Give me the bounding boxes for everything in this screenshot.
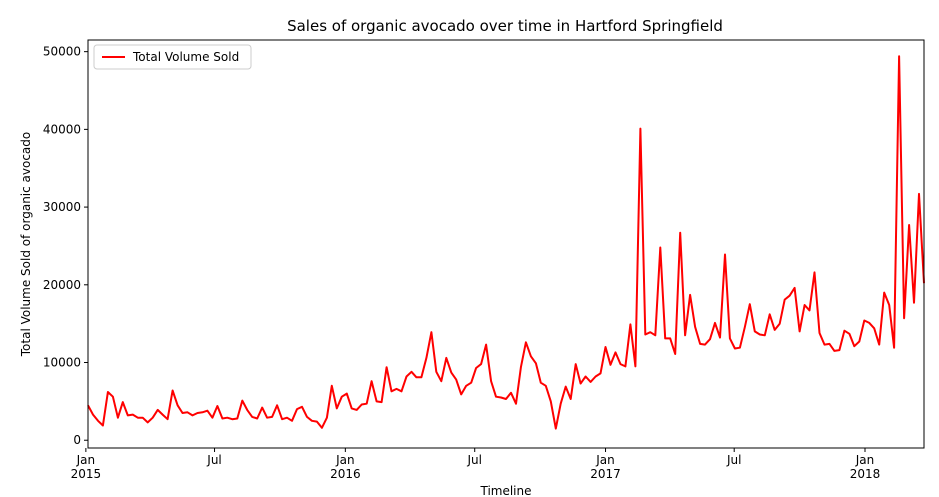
- series-line-total-volume-sold: [87, 55, 925, 430]
- y-tick-label: 40000: [43, 122, 81, 136]
- x-tick-label: Jul: [726, 453, 741, 467]
- y-tick-label: 50000: [43, 45, 81, 59]
- y-tick-label: 10000: [43, 356, 81, 370]
- x-tick-label: Jan: [335, 453, 355, 467]
- x-tick-label: Jan: [595, 453, 615, 467]
- x-tick-label: 2016: [330, 467, 361, 481]
- legend-label-total-volume-sold: Total Volume Sold: [132, 50, 239, 64]
- x-tick-label: Jul: [206, 453, 221, 467]
- y-tick-label: 20000: [43, 278, 81, 292]
- y-tick-label: 30000: [43, 200, 81, 214]
- x-tick-label: 2017: [590, 467, 621, 481]
- y-axis-ticks: 0 10000 20000 30000 40000 50000: [43, 45, 88, 447]
- legend-box: [93, 44, 252, 70]
- x-tick-label: Jan: [855, 453, 875, 467]
- x-axis-label: Timeline: [479, 484, 531, 497]
- y-tick-label: 0: [73, 433, 81, 447]
- x-tick-label: Jan: [76, 453, 96, 467]
- x-tick-label: Jul: [466, 453, 481, 467]
- x-tick-label: 2015: [71, 467, 102, 481]
- plot-area-frame: [87, 39, 925, 449]
- chart-title: Sales of organic avocado over time in Ha…: [287, 17, 723, 35]
- x-tick-label: 2018: [850, 467, 881, 481]
- y-axis-label: Total Volume Sold of organic avocado: [19, 132, 33, 357]
- legend: Total Volume Sold: [93, 44, 252, 70]
